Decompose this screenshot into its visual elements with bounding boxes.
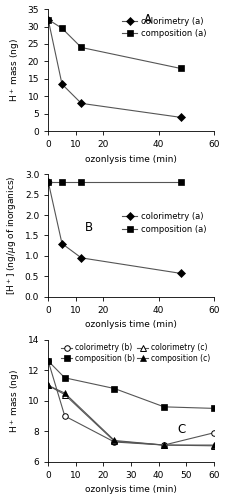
Line: colorimetry (a): colorimetry (a) bbox=[45, 17, 183, 120]
colorimetry (c) bbox=[163, 442, 165, 448]
colorimetry (a) bbox=[80, 100, 83, 106]
Y-axis label: [H$^+$] (ng/$\mu$g of inorganics): [H$^+$] (ng/$\mu$g of inorganics) bbox=[6, 176, 19, 295]
composition (a) bbox=[47, 16, 50, 22]
composition (a) bbox=[179, 178, 182, 184]
colorimetry (a) bbox=[47, 16, 50, 22]
composition (a) bbox=[61, 26, 63, 32]
composition (a) bbox=[80, 178, 83, 184]
composition (c) bbox=[212, 442, 215, 448]
Text: A: A bbox=[144, 12, 152, 26]
Line: colorimetry (c): colorimetry (c) bbox=[45, 382, 216, 448]
Line: composition (b): composition (b) bbox=[45, 358, 216, 411]
Legend: colorimetry (b), composition (b), colorimetry (c), composition (c): colorimetry (b), composition (b), colori… bbox=[61, 344, 210, 362]
colorimetry (a) bbox=[61, 240, 63, 246]
composition (b) bbox=[47, 358, 50, 364]
colorimetry (a) bbox=[80, 255, 83, 261]
X-axis label: ozonlysis time (min): ozonlysis time (min) bbox=[85, 155, 177, 164]
composition (a) bbox=[61, 178, 63, 184]
composition (a) bbox=[179, 66, 182, 71]
Line: colorimetry (b): colorimetry (b) bbox=[45, 358, 216, 448]
colorimetry (c) bbox=[113, 438, 116, 444]
composition (c) bbox=[163, 442, 165, 448]
Line: composition (a): composition (a) bbox=[45, 179, 183, 184]
colorimetry (c) bbox=[63, 392, 66, 398]
colorimetry (a) bbox=[179, 270, 182, 276]
colorimetry (c) bbox=[47, 382, 50, 388]
composition (c) bbox=[113, 438, 116, 444]
Line: colorimetry (a): colorimetry (a) bbox=[45, 179, 183, 276]
composition (a) bbox=[47, 178, 50, 184]
composition (b) bbox=[163, 404, 165, 410]
Line: composition (a): composition (a) bbox=[45, 17, 183, 71]
Legend: colorimetry (a), composition (a): colorimetry (a), composition (a) bbox=[119, 209, 209, 238]
colorimetry (c) bbox=[212, 443, 215, 449]
colorimetry (b) bbox=[212, 430, 215, 436]
colorimetry (a) bbox=[61, 81, 63, 87]
colorimetry (b) bbox=[163, 442, 165, 448]
composition (b) bbox=[212, 406, 215, 411]
Y-axis label: H$^+$ mass (ng): H$^+$ mass (ng) bbox=[8, 369, 22, 432]
colorimetry (b) bbox=[113, 439, 116, 445]
Legend: colorimetry (a), composition (a): colorimetry (a), composition (a) bbox=[119, 13, 209, 41]
colorimetry (b) bbox=[63, 413, 66, 419]
Text: C: C bbox=[177, 422, 186, 436]
composition (b) bbox=[113, 386, 116, 392]
colorimetry (a) bbox=[47, 178, 50, 184]
Y-axis label: H$^+$ mass (ng): H$^+$ mass (ng) bbox=[8, 38, 22, 102]
colorimetry (b) bbox=[47, 358, 50, 364]
colorimetry (a) bbox=[179, 114, 182, 120]
Line: composition (c): composition (c) bbox=[45, 382, 216, 448]
composition (a) bbox=[80, 44, 83, 51]
X-axis label: ozonlysis time (min): ozonlysis time (min) bbox=[85, 486, 177, 494]
composition (b) bbox=[63, 375, 66, 381]
Text: B: B bbox=[85, 221, 93, 234]
composition (c) bbox=[63, 390, 66, 396]
composition (c) bbox=[47, 382, 50, 388]
X-axis label: ozonlysis time (min): ozonlysis time (min) bbox=[85, 320, 177, 329]
